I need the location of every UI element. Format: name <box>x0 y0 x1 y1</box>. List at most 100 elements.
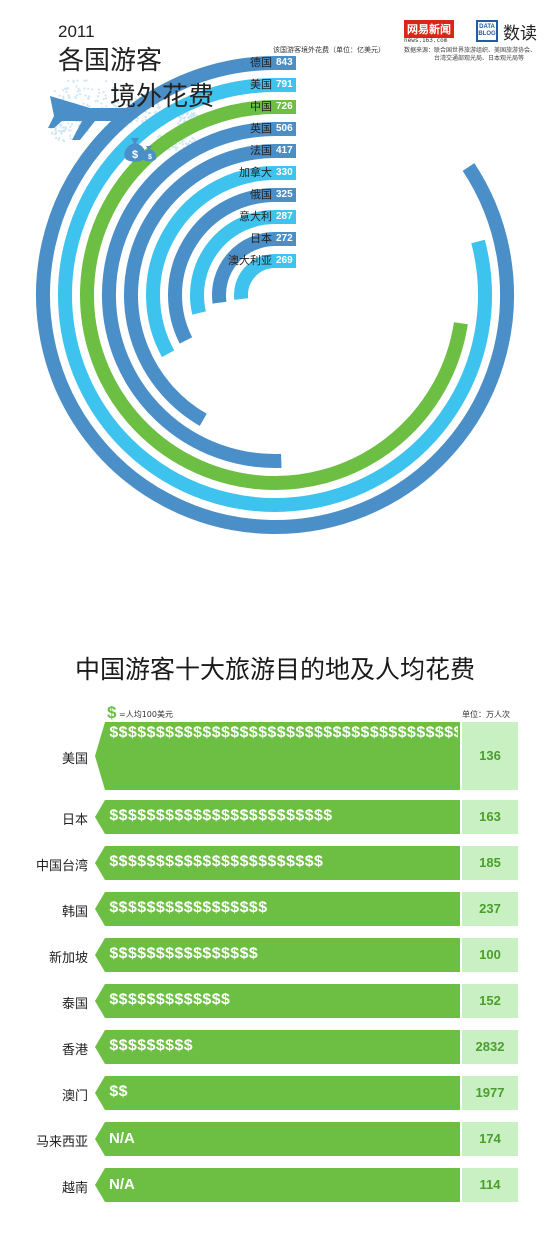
ring-bar <box>58 78 492 512</box>
destination-row: 美国 $$$$$$$$$$$$$$$$$$$$$$$$$$$$$$$$$$$$$$… <box>0 722 550 790</box>
ring-value-label: 791 <box>276 79 293 90</box>
visitors-value: 100 <box>462 938 518 972</box>
ring-value-tab <box>274 232 296 246</box>
destination-label: 新加坡 <box>48 951 88 966</box>
ring-category-label: 英国 <box>250 122 272 135</box>
destination-label: 越南 <box>61 1181 88 1196</box>
spending-bar: $$$$$$$$$$$$$$$$$$$$$$$ <box>95 846 460 880</box>
visitors-value: 163 <box>462 800 518 834</box>
ring-value-tab <box>274 254 296 268</box>
ring-bar <box>146 166 276 358</box>
destination-label: 中国台湾 <box>35 859 88 874</box>
destination-label: 日本 <box>61 813 88 828</box>
ring-category-label: 法国 <box>250 144 272 157</box>
visitors-value: 136 <box>462 722 518 790</box>
na-label: N/A <box>109 1176 135 1193</box>
dollar-icons: $$$$$$$$$$$$$$$$$$$$$$$$ <box>109 809 333 824</box>
destination-row: 日本 $$$$$$$$$$$$$$$$$$$$$$$$ 163 <box>0 800 550 834</box>
spending-bar: N/A <box>95 1122 460 1156</box>
ring-bar <box>36 56 514 534</box>
datablog-logo: DATA BLOG <box>476 20 498 42</box>
ring-category-label: 加拿大 <box>239 166 272 179</box>
ring-bar <box>124 144 276 426</box>
destination-row: 马来西亚 N/A 174 <box>0 1122 550 1156</box>
destination-row: 澳门 $$ 1977 <box>0 1076 550 1110</box>
spending-bar: N/A <box>95 1168 460 1202</box>
radial-unit-label: 该国游客境外花费（单位：亿美元） <box>273 46 385 54</box>
dollar-icons: $$$$$$$$$$$$$ <box>109 993 230 1008</box>
title-line-2: 境外花费 <box>110 82 215 112</box>
destination-row: 泰国 $$$$$$$$$$$$$ 152 <box>0 984 550 1018</box>
dollar-icons: $$$$$$$$$$$$$$$$$$$$$$$$$$$$$$$$$$$$$$$$… <box>109 726 458 741</box>
ring-value-label: 726 <box>276 101 293 112</box>
ring-bar <box>168 188 276 344</box>
source-label: 数据来源： <box>404 47 435 54</box>
title-line-1: 各国游客 <box>58 46 163 76</box>
ring-value-tab <box>274 166 296 180</box>
ring-bar <box>101 122 282 468</box>
ring-category-label: 意大利 <box>239 210 272 223</box>
dollar-icons: $$$$$$$$$$$$$$$$$ <box>109 901 268 916</box>
visitors-value: 114 <box>462 1168 518 1202</box>
svg-text:$: $ <box>132 149 138 161</box>
spending-bar: $$ <box>95 1076 460 1110</box>
ring-value-tab <box>274 210 296 224</box>
destination-label: 澳门 <box>61 1089 88 1104</box>
spending-bar: $$$$$$$$$$$$$ <box>95 984 460 1018</box>
radial-bar-chart: $ $ <box>36 56 514 534</box>
destination-label: 香港 <box>61 1043 88 1058</box>
ring-value-tab <box>274 56 296 70</box>
ring-value-label: 272 <box>276 233 293 244</box>
spending-bar: $$$$$$$$$$$$$$$$$ <box>95 892 460 926</box>
dollar-icons: $$$$$$$$$ <box>109 1039 193 1054</box>
ring-value-label: 843 <box>276 57 293 68</box>
ring-value-tab <box>274 188 296 202</box>
ring-value-tab <box>274 122 296 136</box>
destination-row: 越南 N/A 114 <box>0 1168 550 1202</box>
year-label: 2011 <box>58 22 95 41</box>
dollar-icons: $$ <box>109 1085 128 1100</box>
ring-category-label: 德国 <box>250 56 272 69</box>
unit-label: 单位：万人次 <box>462 710 510 719</box>
destination-row: 新加坡 $$$$$$$$$$$$$$$$ 100 <box>0 938 550 972</box>
ring-category-label: 美国 <box>250 78 272 91</box>
destination-row: 韩国 $$$$$$$$$$$$$$$$$ 237 <box>0 892 550 926</box>
spending-bar: $$$$$$$$$ <box>95 1030 460 1064</box>
spending-bar: $$$$$$$$$$$$$$$$$$$$$$$$$$$$$$$$$$$$$$$$… <box>95 722 460 790</box>
ring-category-label: 中国 <box>250 100 272 113</box>
legend-text: =人均100美元 <box>119 710 173 719</box>
ring-value-tab <box>274 78 296 92</box>
dollar-icon: $ <box>107 703 117 722</box>
svg-text:$: $ <box>148 154 152 161</box>
money-bag-icon: $ $ <box>124 138 157 162</box>
ring-bar <box>190 210 276 315</box>
visitors-value: 152 <box>462 984 518 1018</box>
ring-category-label: 澳大利亚 <box>228 254 272 267</box>
airplane-icon <box>48 96 138 140</box>
na-label: N/A <box>109 1130 135 1147</box>
visitors-value: 1977 <box>462 1076 518 1110</box>
ring-value-label: 417 <box>276 145 293 156</box>
ring-value-label: 325 <box>276 189 293 200</box>
destination-row: 中国台湾 $$$$$$$$$$$$$$$$$$$$$$$ 185 <box>0 846 550 880</box>
source-line-1: 联合国世界旅游组织、美国旅游协会、 <box>434 47 537 54</box>
ring-value-label: 330 <box>276 167 293 178</box>
destinations-title: 中国游客十大旅游目的地及人均花费 <box>74 655 475 684</box>
ring-value-label: 506 <box>276 123 293 134</box>
ring-value-label: 269 <box>276 255 293 266</box>
logo-url: news.163.com <box>404 37 448 44</box>
ring-bar <box>234 254 276 300</box>
visitors-value: 174 <box>462 1122 518 1156</box>
netease-news-logo: 网易新闻 <box>404 20 454 38</box>
dollar-icons: $$$$$$$$$$$$$$$$ <box>109 947 258 962</box>
shudu-logo: 数读 <box>503 24 537 44</box>
ring-bar <box>80 100 468 490</box>
source-line-2: 台湾交通部观光局、日本观光局等 <box>434 55 525 62</box>
visitors-value: 237 <box>462 892 518 926</box>
ring-category-label: 日本 <box>250 232 272 245</box>
ring-bar <box>212 232 276 304</box>
destination-label: 泰国 <box>61 997 88 1012</box>
destination-label: 美国 <box>61 752 88 767</box>
spending-bar: $$$$$$$$$$$$$$$$$$$$$$$$ <box>95 800 460 834</box>
dollar-icons: $$$$$$$$$$$$$$$$$$$$$$$ <box>109 855 323 870</box>
